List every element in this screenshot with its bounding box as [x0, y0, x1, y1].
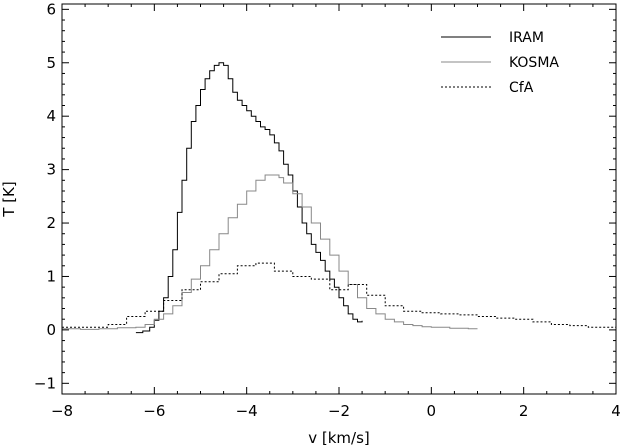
y-tick-label: 1 — [46, 267, 56, 285]
y-axis-label: T [K] — [0, 181, 18, 217]
x-tick-label: −6 — [143, 402, 165, 420]
series-line-iram — [135, 62, 363, 334]
x-tick-label: 0 — [427, 402, 437, 420]
ticks-layer: −8 −6 −4 −2 0 2 4 −1 0 1 2 3 4 5 6 — [34, 0, 621, 420]
y-tick-label: 0 — [46, 321, 56, 339]
legend: IRAM KOSMA CfA — [441, 30, 559, 96]
y-tick-label: 5 — [46, 54, 56, 72]
x-tick-label: 2 — [519, 402, 529, 420]
legend-label-iram: IRAM — [509, 30, 544, 46]
x-tick-label: −8 — [51, 402, 73, 420]
series-layer — [62, 62, 617, 334]
x-tick-label: −2 — [328, 402, 350, 420]
series-line-kosma — [62, 174, 478, 330]
x-tick-label: 4 — [611, 402, 621, 420]
x-tick-label: −4 — [236, 402, 258, 420]
y-tick-label: −1 — [34, 374, 56, 392]
y-tick-label: 6 — [46, 0, 56, 18]
y-tick-label: 3 — [46, 161, 56, 179]
legend-label-cfa: CfA — [509, 80, 534, 96]
y-tick-label: 2 — [46, 214, 56, 232]
y-tick-label: 4 — [46, 107, 56, 125]
legend-label-kosma: KOSMA — [509, 55, 559, 71]
x-axis-label: v [km/s] — [308, 429, 370, 447]
